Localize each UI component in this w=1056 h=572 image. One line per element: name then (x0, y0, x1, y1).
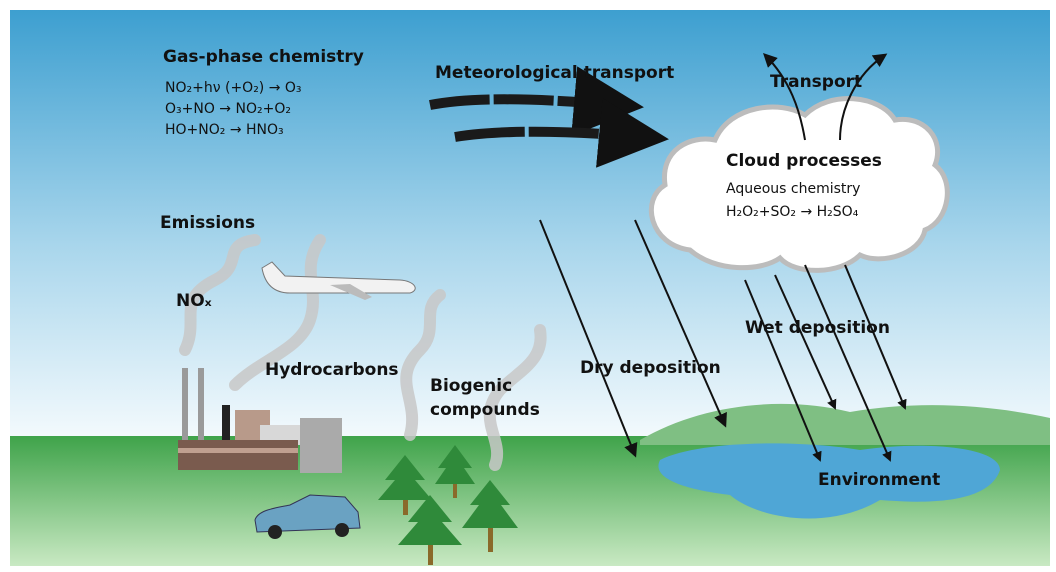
cloud-title: Cloud processes (726, 151, 882, 171)
environment-label: Environment (818, 470, 940, 490)
factory (178, 368, 342, 473)
equation: O₃+NO → NO₂+O₂ (165, 101, 291, 117)
nox-label: NOₓ (176, 291, 212, 311)
hill (640, 403, 1050, 445)
wet-deposition-label: Wet deposition (745, 318, 890, 338)
smoke (179, 234, 547, 471)
airplane (261, 261, 416, 300)
equation: NO₂+hν (+O₂) → O₃ (165, 80, 302, 96)
cloud-subtitle: Aqueous chemistry (726, 181, 860, 197)
dry-deposition-arrows (539, 219, 727, 458)
transport-label: Transport (770, 72, 862, 92)
biogenic-label: Biogenic (430, 376, 512, 396)
hydrocarbons-label: Hydrocarbons (265, 360, 399, 380)
equation: HO+NO₂ → HNO₃ (165, 122, 284, 138)
biogenic-label: compounds (430, 400, 540, 420)
meteorological-transport-label: Meteorological transport (435, 63, 674, 83)
trees (378, 445, 518, 565)
transport-streaks (429, 66, 669, 168)
dry-deposition-label: Dry deposition (580, 358, 721, 378)
cloud-transport-arrows (763, 53, 888, 141)
emissions-title: Emissions (160, 213, 255, 233)
cloud-equation: H₂O₂+SO₂ → H₂SO₄ (726, 204, 859, 220)
gas-phase-title: Gas-phase chemistry (163, 47, 364, 67)
wet-deposition-arrows (744, 264, 907, 462)
lake (658, 443, 1000, 519)
cloud (648, 96, 950, 273)
car (254, 494, 361, 539)
